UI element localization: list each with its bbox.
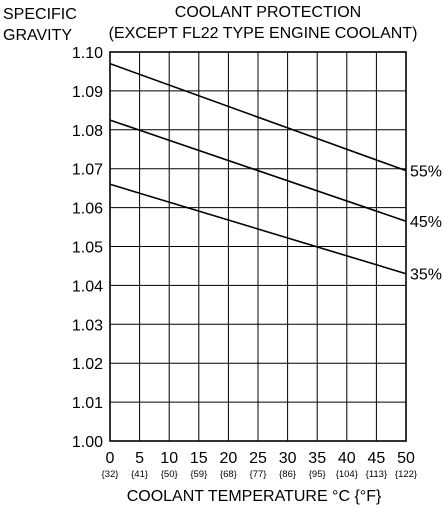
- plot-frame: [109, 51, 407, 442]
- y-tick-label: 1.09: [72, 84, 103, 101]
- chart-title-line1: COOLANT PROTECTION: [175, 4, 361, 21]
- y-tick-labels: 1.00 1.01 1.02 1.03 1.04 1.05 1.06 1.07 1.08 1.09…: [72, 45, 103, 451]
- series-label: 45%: [410, 214, 442, 231]
- x-tick-label: 20: [220, 450, 238, 467]
- y-tick-label: 1.00: [72, 434, 103, 451]
- series-line-35pct: [109, 183, 407, 275]
- x-tick-sublabel: {122}: [395, 469, 417, 480]
- x-tick-sublabel: {41}: [131, 469, 148, 480]
- x-tick-label: 15: [190, 450, 208, 467]
- x-tick-sublabel: {59}: [190, 469, 207, 480]
- x-tick-label: 0: [106, 450, 115, 467]
- grid-lines: [109, 51, 407, 442]
- y-tick-label: 1.01: [72, 395, 103, 412]
- x-tick-sublabel: {77}: [250, 469, 267, 480]
- x-tick-label: 10: [160, 450, 178, 467]
- x-tick-sublabel: {113}: [366, 469, 388, 480]
- x-tick-label: 40: [338, 450, 356, 467]
- x-tick-sublabel: {32}: [102, 469, 119, 480]
- series-label: 55%: [410, 164, 442, 181]
- y-tick-label: 1.04: [72, 278, 103, 295]
- x-tick-label: 35: [308, 450, 326, 467]
- x-tick-label: 5: [135, 450, 144, 467]
- y-tick-label: 1.08: [72, 123, 103, 140]
- x-tick-label: 45: [368, 450, 386, 467]
- y-axis-label-line1: SPECIFIC: [3, 6, 77, 23]
- series-line-55pct: [109, 62, 407, 172]
- y-tick-label: 1.02: [72, 356, 103, 373]
- x-tick-sublabel: {86}: [279, 469, 296, 480]
- x-tick-sublabel: {68}: [220, 469, 237, 480]
- x-tick-label: 30: [279, 450, 297, 467]
- x-axis-label: COOLANT TEMPERATURE °C {°F}: [127, 488, 382, 505]
- y-tick-label: 1.07: [72, 162, 103, 179]
- chart-title-line2: (EXCEPT FL22 TYPE ENGINE COOLANT): [109, 25, 418, 42]
- y-tick-label: 1.05: [72, 240, 103, 257]
- y-tick-label: 1.03: [72, 317, 103, 334]
- x-tick-label: 50: [397, 450, 415, 467]
- x-tick-sublabel: {104}: [336, 469, 358, 480]
- y-tick-label: 1.10: [72, 45, 103, 62]
- x-tick-sublabel: {50}: [161, 469, 178, 480]
- y-axis-label-line2: GRAVITY: [3, 27, 72, 44]
- y-tick-label: 1.06: [72, 201, 103, 218]
- series-label: 35%: [410, 267, 442, 284]
- series-line-45pct: [109, 119, 407, 222]
- x-tick-sublabel: {95}: [309, 469, 326, 480]
- x-tick-label: 25: [249, 450, 267, 467]
- x-tick-labels: 0 {32} 5 {41} 10 {50} 15 {59} 20 {68} 25 {77} 30 {86}…: [102, 450, 418, 480]
- series-lines: 55% 45% 35%: [109, 62, 442, 284]
